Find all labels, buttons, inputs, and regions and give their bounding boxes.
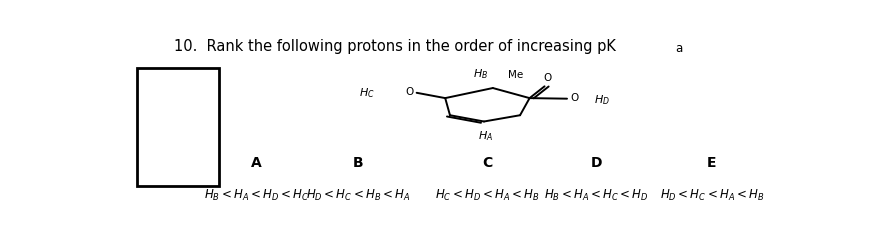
Bar (137, 68, 218, 185)
Text: E: E (706, 156, 716, 170)
Text: $H_D$: $H_D$ (594, 93, 610, 106)
Text: $H_B < H_A < H_D < H_C$: $H_B < H_A < H_D < H_C$ (203, 187, 308, 203)
Text: D: D (590, 156, 602, 170)
Text: C: C (481, 156, 492, 170)
Text: $H_B$: $H_B$ (473, 67, 488, 81)
Text: B: B (353, 156, 363, 170)
Text: 10.  Rank the following protons in the order of increasing pK: 10. Rank the following protons in the or… (175, 39, 616, 54)
Text: O: O (404, 87, 413, 97)
Text: Me: Me (507, 70, 523, 80)
Text: O: O (543, 73, 551, 83)
Text: $H_A$: $H_A$ (477, 129, 492, 143)
Text: $H_B < H_A < H_C < H_D$: $H_B < H_A < H_C < H_D$ (544, 187, 648, 203)
Text: A: A (251, 156, 261, 170)
Text: a: a (674, 42, 681, 55)
Text: $H_C < H_D < H_A < H_B$: $H_C < H_D < H_A < H_B$ (435, 187, 539, 203)
Text: $H_D < H_C < H_A < H_B$: $H_D < H_C < H_A < H_B$ (659, 187, 763, 203)
Text: $H_D < H_C < H_B < H_A$: $H_D < H_C < H_B < H_A$ (305, 187, 410, 203)
Text: $H_C$: $H_C$ (359, 87, 374, 101)
Text: O: O (570, 93, 578, 103)
